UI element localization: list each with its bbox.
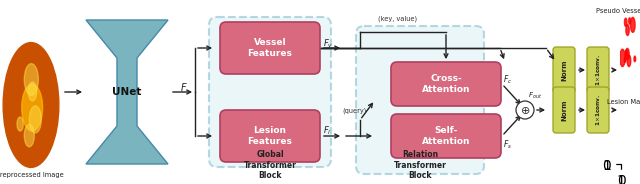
FancyBboxPatch shape — [553, 87, 575, 133]
Text: (query): (query) — [343, 107, 367, 114]
Text: UNet: UNet — [112, 87, 141, 97]
Text: $F_l$: $F_l$ — [323, 125, 332, 137]
Text: Preprocessed Image: Preprocessed Image — [0, 172, 64, 178]
Text: Norm: Norm — [561, 99, 567, 121]
Text: Norm: Norm — [561, 59, 567, 81]
Text: Lesion
Features: Lesion Features — [248, 126, 292, 146]
Text: Cross-
Attention: Cross- Attention — [422, 74, 470, 94]
Text: Relation
Transformer
Block: Relation Transformer Block — [394, 150, 447, 180]
Text: Self-
Attention: Self- Attention — [422, 126, 470, 146]
FancyBboxPatch shape — [587, 47, 609, 93]
Text: Global
Transformer
Block: Global Transformer Block — [244, 150, 296, 180]
FancyBboxPatch shape — [220, 110, 320, 162]
Text: $F_v$: $F_v$ — [323, 38, 333, 50]
FancyBboxPatch shape — [209, 17, 331, 167]
FancyBboxPatch shape — [587, 87, 609, 133]
Text: (key, value): (key, value) — [378, 15, 417, 22]
Text: $F_c$: $F_c$ — [503, 74, 512, 86]
Polygon shape — [86, 20, 168, 164]
Text: $F_s$: $F_s$ — [503, 139, 512, 151]
FancyBboxPatch shape — [356, 26, 484, 174]
FancyBboxPatch shape — [220, 22, 320, 74]
Text: $F_{out}$: $F_{out}$ — [528, 91, 542, 101]
Text: Lesion Masks: Lesion Masks — [607, 99, 640, 105]
FancyBboxPatch shape — [391, 114, 501, 158]
Text: Pseudo Vessel Mask: Pseudo Vessel Mask — [596, 8, 640, 14]
Text: 1$\times$1conv.: 1$\times$1conv. — [594, 94, 602, 126]
Text: $F$: $F$ — [180, 81, 188, 93]
Text: $\oplus$: $\oplus$ — [520, 105, 530, 116]
FancyBboxPatch shape — [553, 47, 575, 93]
Circle shape — [516, 101, 534, 119]
Text: Vessel
Features: Vessel Features — [248, 38, 292, 58]
FancyBboxPatch shape — [391, 62, 501, 106]
Text: 1$\times$1conv.: 1$\times$1conv. — [594, 54, 602, 86]
